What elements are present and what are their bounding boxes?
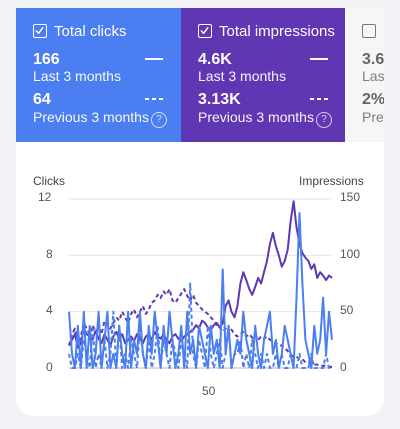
impressions-solid-series-line xyxy=(68,200,333,349)
impressions-previous-legend-line xyxy=(310,98,328,100)
clicks-previous-legend-line xyxy=(145,98,163,100)
total-impressions-tab[interactable]: Total impressions 4.6K Last 3 months 3.1… xyxy=(181,8,345,142)
left-tick: 4 xyxy=(46,303,53,317)
metric-tabs: Total clicks 166 Last 3 months 64 Previo… xyxy=(16,8,384,142)
clicks-previous-period: Previous 3 months xyxy=(33,109,149,125)
ctr-previous-value: 2% xyxy=(362,91,384,108)
impressions-previous-value: 3.13K xyxy=(198,91,241,108)
ctr-previous-period: Prev xyxy=(362,109,384,125)
right-tick: 50 xyxy=(340,303,354,317)
x-tick: 50 xyxy=(202,384,216,398)
left-tick: 12 xyxy=(38,190,52,204)
left-tick: 8 xyxy=(46,247,53,261)
impressions-previous-period: Previous 3 months xyxy=(198,109,314,125)
chart-plot-area xyxy=(68,198,333,369)
ctr-current-period: Las xyxy=(362,68,384,84)
impressions-checkbox-icon[interactable] xyxy=(198,24,212,38)
clicks-previous-value: 64 xyxy=(33,91,51,108)
impressions-current-value: 4.6K xyxy=(198,51,232,68)
total-clicks-tab[interactable]: Total clicks 166 Last 3 months 64 Previo… xyxy=(16,8,181,142)
clicks-checkbox-icon[interactable] xyxy=(33,24,47,38)
ctr-current-value: 3.6 xyxy=(362,51,384,68)
impressions-current-legend-line xyxy=(310,58,328,60)
ctr-checkbox-icon[interactable] xyxy=(362,24,376,38)
clicks-current-value: 166 xyxy=(33,51,60,68)
clicks-label: Total clicks xyxy=(54,23,127,40)
left-axis-title: Clicks xyxy=(33,174,65,188)
impressions-label: Total impressions xyxy=(219,23,335,40)
left-tick: 0 xyxy=(46,360,53,374)
clicks-solid-series-line xyxy=(68,212,333,369)
right-tick: 0 xyxy=(340,360,347,374)
help-icon[interactable]: ? xyxy=(316,112,332,128)
performance-chart: Clicks Impressions 12 8 4 0 150 100 50 0… xyxy=(16,142,384,416)
performance-card: Total clicks 166 Last 3 months 64 Previo… xyxy=(16,8,384,416)
clicks-current-period: Last 3 months xyxy=(33,68,121,84)
right-axis-title: Impressions xyxy=(299,174,364,188)
help-icon[interactable]: ? xyxy=(151,112,167,128)
impressions-current-period: Last 3 months xyxy=(198,68,286,84)
clicks-current-legend-line xyxy=(145,58,163,60)
right-tick: 100 xyxy=(340,247,361,261)
impressions-dashed-series-line xyxy=(68,288,332,368)
right-tick: 150 xyxy=(340,190,361,204)
clicks-dashed-series-line xyxy=(68,282,332,369)
average-ctr-tab[interactable]: 3.6 Las 2% Prev xyxy=(345,8,384,142)
